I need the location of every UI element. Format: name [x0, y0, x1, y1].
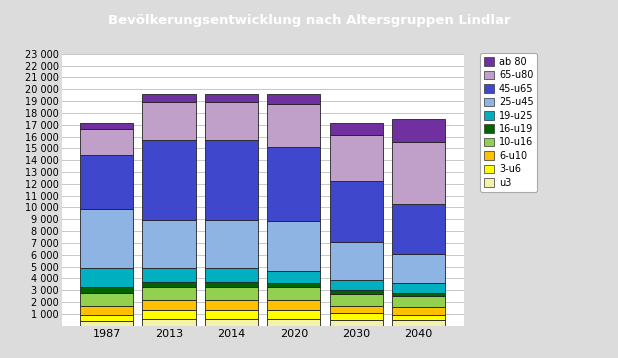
Bar — [205, 310, 258, 319]
Bar — [392, 142, 445, 204]
Bar — [205, 102, 258, 140]
Bar — [268, 319, 320, 326]
Bar — [268, 283, 320, 287]
Bar — [330, 290, 383, 294]
Bar — [268, 221, 320, 271]
Bar — [80, 321, 133, 326]
Bar — [143, 282, 195, 287]
Bar — [392, 204, 445, 253]
Bar — [205, 282, 258, 287]
Bar — [143, 140, 195, 221]
Bar — [205, 140, 258, 221]
Bar — [330, 280, 383, 290]
Bar — [80, 315, 133, 321]
Bar — [330, 320, 383, 326]
Bar — [268, 146, 320, 221]
Bar — [392, 292, 445, 296]
Bar — [205, 300, 258, 310]
Text: Bevölkerungsentwicklung nach Altersgruppen Lindlar: Bevölkerungsentwicklung nach Altersgrupp… — [108, 14, 510, 27]
Bar — [392, 119, 445, 142]
Bar — [205, 94, 258, 102]
Bar — [80, 155, 133, 209]
Bar — [330, 313, 383, 320]
Bar — [205, 221, 258, 268]
Bar — [392, 315, 445, 320]
Bar — [143, 300, 195, 310]
Bar — [330, 181, 383, 242]
Bar — [330, 135, 383, 181]
Bar — [80, 292, 133, 306]
Bar — [143, 102, 195, 140]
Bar — [330, 123, 383, 135]
Bar — [330, 242, 383, 280]
Bar — [143, 221, 195, 268]
Bar — [268, 300, 320, 310]
Bar — [268, 94, 320, 104]
Bar — [392, 296, 445, 307]
Bar — [80, 209, 133, 268]
Bar — [143, 287, 195, 300]
Bar — [268, 287, 320, 300]
Bar — [80, 129, 133, 155]
Bar — [268, 271, 320, 283]
Bar — [80, 287, 133, 292]
Bar — [143, 268, 195, 282]
Bar — [205, 287, 258, 300]
Bar — [392, 253, 445, 283]
Bar — [143, 310, 195, 319]
Legend: ab 80, 65-u80, 45-u65, 25-u45, 19-u25, 16-u19, 10-u16, 6-u10, 3-u6, u3: ab 80, 65-u80, 45-u65, 25-u45, 19-u25, 1… — [480, 53, 538, 192]
Bar — [80, 124, 133, 129]
Bar — [80, 268, 133, 287]
Bar — [143, 319, 195, 326]
Bar — [268, 104, 320, 146]
Bar — [80, 306, 133, 315]
Bar — [205, 319, 258, 326]
Bar — [330, 294, 383, 306]
Bar — [205, 268, 258, 282]
Bar — [392, 320, 445, 326]
Bar — [268, 310, 320, 319]
Bar — [392, 283, 445, 292]
Bar — [330, 306, 383, 313]
Bar — [143, 94, 195, 102]
Bar — [392, 307, 445, 315]
